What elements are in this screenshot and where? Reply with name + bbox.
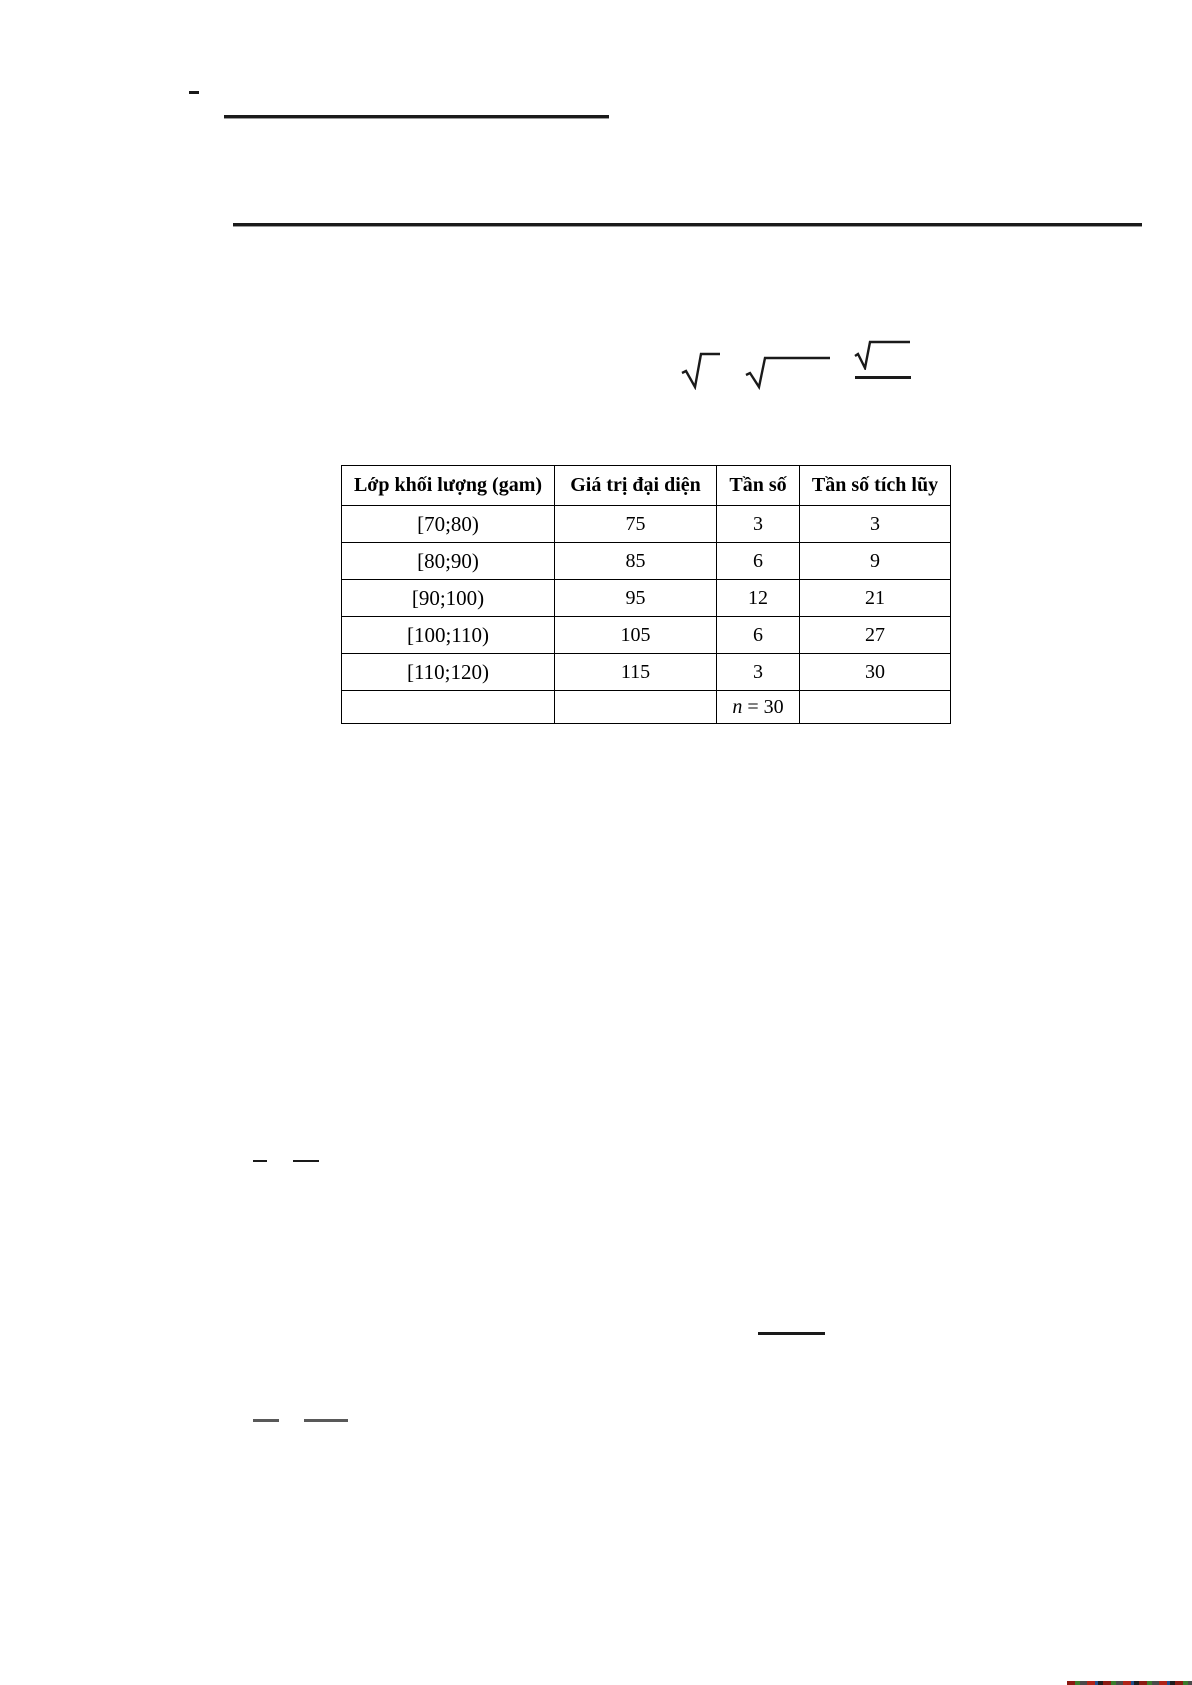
cumulative-frequency-cell: 9 (799, 542, 951, 580)
cumulative-frequency-cell: 30 (799, 653, 951, 691)
fraction-bar (758, 1332, 825, 1335)
cumulative-frequency-cell: 3 (799, 505, 951, 543)
class-interval-cell: [100;110) (341, 616, 555, 654)
fraction-bar (855, 376, 911, 379)
column-header: Lớp khối lượng (gam) (341, 465, 555, 506)
column-header: Tần số tích lũy (799, 465, 951, 506)
cumulative-frequency-cell: 21 (799, 579, 951, 617)
heading-underline-rule (224, 115, 609, 118)
section-divider-rule (233, 223, 1142, 226)
n-value: = 30 (747, 695, 784, 718)
table-footer-row: n = 30 (341, 690, 951, 724)
table-row: [110;120) 115 3 30 (341, 653, 951, 691)
table-row: [90;100) 95 12 21 (341, 579, 951, 617)
table-row: [70;80) 75 3 3 (341, 505, 951, 543)
midpoint-cell: 85 (554, 542, 717, 580)
midpoint-cell: 115 (554, 653, 717, 691)
fraction-bar (253, 1419, 279, 1422)
cumulative-frequency-cell: 27 (799, 616, 951, 654)
sqrt-radical-icon (745, 356, 830, 390)
class-interval-cell: [110;120) (341, 653, 555, 691)
sample-size-cell: n = 30 (716, 690, 800, 724)
sqrt-radical-icon (854, 340, 910, 370)
class-interval-cell: [70;80) (341, 505, 555, 543)
fraction-bar (253, 1160, 267, 1163)
frequency-cell: 6 (716, 616, 800, 654)
frequency-cell: 12 (716, 579, 800, 617)
column-header: Giá trị đại diện (554, 465, 717, 506)
table-row: [100;110) 105 6 27 (341, 616, 951, 654)
empty-cell (799, 690, 951, 724)
column-header: Tần số (716, 465, 800, 506)
table-header-row: Lớp khối lượng (gam) Giá trị đại diện Tầ… (341, 465, 951, 506)
sqrt-radical-icon (681, 352, 720, 390)
empty-cell (341, 690, 555, 724)
table-row: [80;90) 85 6 9 (341, 542, 951, 580)
midpoint-cell: 105 (554, 616, 717, 654)
frequency-cell: 6 (716, 542, 800, 580)
n-symbol: n (732, 695, 743, 718)
empty-cell (554, 690, 717, 724)
fraction-bar (293, 1160, 319, 1163)
class-interval-cell: [90;100) (341, 579, 555, 617)
overline-mark (189, 91, 199, 94)
frequency-table: Lớp khối lượng (gam) Giá trị đại diện Tầ… (341, 465, 951, 724)
class-interval-cell: [80;90) (341, 542, 555, 580)
frequency-cell: 3 (716, 505, 800, 543)
scan-artifact-strip (1067, 1681, 1192, 1685)
frequency-cell: 3 (716, 653, 800, 691)
midpoint-cell: 75 (554, 505, 717, 543)
fraction-bar (304, 1419, 348, 1422)
midpoint-cell: 95 (554, 579, 717, 617)
